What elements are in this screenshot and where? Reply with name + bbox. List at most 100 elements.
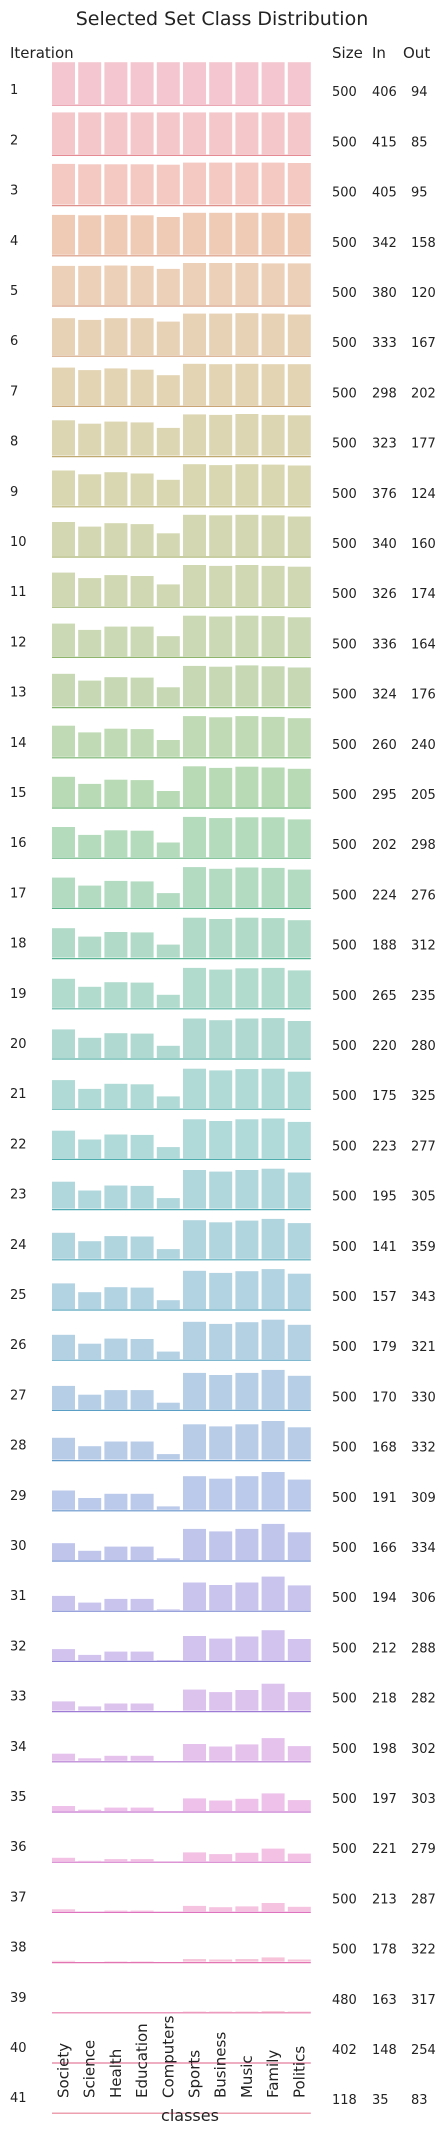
bar <box>104 677 128 707</box>
bar <box>130 112 154 155</box>
bar <box>209 1692 233 1711</box>
bar <box>130 1493 154 1510</box>
iteration-label: 32 <box>10 1639 27 1654</box>
bar <box>78 319 102 356</box>
iteration-label: 23 <box>10 1188 27 1203</box>
bar <box>287 1746 311 1761</box>
iteration-label: 35 <box>10 1790 27 1805</box>
size-value: 500 <box>332 437 357 452</box>
bar <box>287 667 311 707</box>
in-value: 336 <box>372 637 397 652</box>
bar <box>130 932 154 958</box>
bar <box>104 1546 128 1560</box>
bar <box>130 1546 154 1560</box>
bar <box>287 970 311 1008</box>
bar <box>52 265 75 305</box>
bar <box>104 1185 128 1209</box>
iteration-label: 12 <box>10 635 27 650</box>
iteration-label: 20 <box>10 1037 27 1052</box>
bar <box>235 665 259 707</box>
in-value: 170 <box>372 1390 397 1405</box>
bar <box>78 680 102 707</box>
out-value: 305 <box>411 1190 436 1205</box>
bar <box>130 881 154 908</box>
bar <box>52 1029 75 1058</box>
iteration-label: 19 <box>10 987 27 1002</box>
iteration-label: 5 <box>10 284 18 299</box>
bar <box>156 1147 180 1159</box>
bar <box>287 364 311 406</box>
bar <box>78 215 102 255</box>
bar <box>52 1857 75 1862</box>
iteration-label: 26 <box>10 1338 27 1353</box>
bar <box>261 716 285 757</box>
size-value: 500 <box>332 1541 357 1556</box>
in-value: 168 <box>372 1441 397 1456</box>
bar <box>52 62 75 105</box>
bar <box>130 1703 154 1711</box>
category-tick-label: Health <box>107 2049 125 2098</box>
bar <box>235 1220 259 1259</box>
bar <box>52 1701 75 1711</box>
bar <box>78 1037 102 1058</box>
bar <box>287 1121 311 1159</box>
bar <box>183 816 206 858</box>
bar <box>235 565 259 607</box>
bar <box>183 514 206 556</box>
bar <box>235 1424 259 1460</box>
bar <box>287 718 311 757</box>
iteration-label: 36 <box>10 1840 27 1855</box>
in-value: 191 <box>372 1491 397 1506</box>
bar <box>183 1689 206 1711</box>
bar <box>209 212 233 255</box>
bar <box>130 1807 154 1811</box>
iteration-label: 27 <box>10 1388 27 1403</box>
bar <box>209 112 233 155</box>
bar <box>287 1959 311 1962</box>
bar <box>156 479 180 506</box>
bar <box>52 1909 75 1912</box>
iteration-label: 16 <box>10 836 27 851</box>
bar <box>287 1021 311 1058</box>
bar <box>156 268 180 305</box>
size-value: 500 <box>332 135 357 150</box>
category-tick-label: Computers <box>159 2015 177 2098</box>
bar <box>287 1692 311 1711</box>
bar <box>183 615 206 657</box>
in-value: 202 <box>372 838 397 853</box>
bar <box>156 1045 180 1058</box>
out-header: Out <box>403 44 431 62</box>
bar <box>156 533 180 556</box>
bar <box>261 1269 285 1309</box>
bar <box>156 740 180 757</box>
bar <box>104 575 128 607</box>
bar <box>261 515 285 556</box>
bar <box>104 523 128 556</box>
bar <box>104 1033 128 1058</box>
bar <box>52 318 75 356</box>
bar <box>287 1427 311 1460</box>
bar <box>183 464 206 506</box>
bar <box>261 1218 285 1259</box>
out-value: 334 <box>411 1541 436 1556</box>
out-value: 309 <box>411 1491 436 1506</box>
bar <box>287 1071 311 1109</box>
in-value: 333 <box>372 336 397 351</box>
bar <box>156 1609 180 1611</box>
bar <box>78 834 102 858</box>
bar <box>130 1859 154 1862</box>
out-value: 254 <box>411 2043 436 2058</box>
bar <box>104 1755 128 1761</box>
in-value: 380 <box>372 286 397 301</box>
bar <box>104 112 128 155</box>
bar <box>130 164 154 205</box>
bar <box>104 368 128 406</box>
bar <box>104 62 128 105</box>
iteration-label: 2 <box>10 133 18 148</box>
bar <box>209 666 233 707</box>
bar <box>130 830 154 858</box>
bar <box>261 2011 285 2012</box>
bar <box>209 1121 233 1159</box>
bar <box>52 1232 75 1259</box>
in-value: 166 <box>372 1541 397 1556</box>
